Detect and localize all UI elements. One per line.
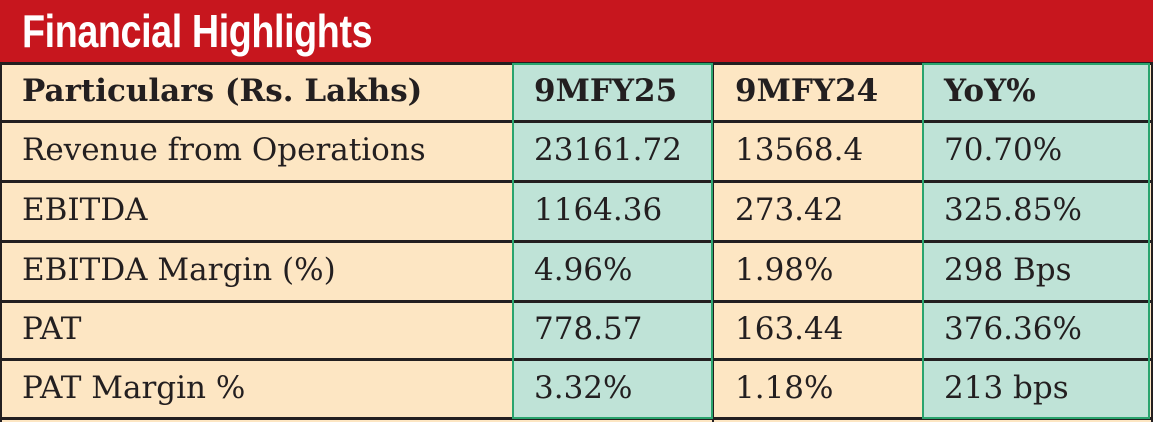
cell: EBITDA: [22, 192, 148, 228]
highlight-column: [922, 63, 1150, 419]
row-border: [0, 180, 1153, 183]
table: Particulars (Rs. Lakhs) 9MFY25 9MFY24 YoY% R…: [0, 62, 1153, 422]
highlight-column: [512, 63, 713, 419]
row-border: [0, 120, 1153, 123]
cell: 70.70%: [922, 120, 1150, 180]
table-border: [0, 62, 2, 422]
cell: 23161.72: [512, 120, 713, 180]
cell: PAT Margin %: [22, 370, 246, 406]
cell: PAT: [22, 311, 82, 347]
cell: 1.18%: [735, 370, 834, 406]
cell: 163.44: [735, 311, 844, 347]
header-cell: YoY%: [922, 62, 1150, 120]
cell: 298 Bps: [922, 240, 1150, 300]
header-cell: 9MFY25: [512, 62, 713, 120]
title-bar: Financial Highlights: [0, 0, 1153, 62]
cell: 325.85%: [922, 180, 1150, 240]
header-cell: Particulars (Rs. Lakhs): [22, 73, 423, 109]
cell: 3.32%: [512, 358, 713, 418]
cell: EBITDA Margin (%): [22, 252, 336, 288]
title: Financial Highlights: [22, 5, 373, 57]
cell: 4.96%: [512, 240, 713, 300]
header-cell: 9MFY24: [735, 73, 879, 109]
cell: 213 bps: [922, 358, 1150, 418]
cell: 273.42: [735, 192, 844, 228]
row-border: [0, 240, 1153, 243]
column-border: [712, 62, 714, 422]
cell: 778.57: [512, 300, 713, 358]
cell: 1164.36: [512, 180, 713, 240]
cell: 376.36%: [922, 300, 1150, 358]
cell: 13568.4: [735, 132, 864, 168]
row-border: [0, 300, 1153, 303]
cell: Revenue from Operations: [22, 132, 426, 168]
table-border: [1151, 62, 1153, 422]
row-border: [0, 358, 1153, 361]
cell: 1.98%: [735, 252, 834, 288]
